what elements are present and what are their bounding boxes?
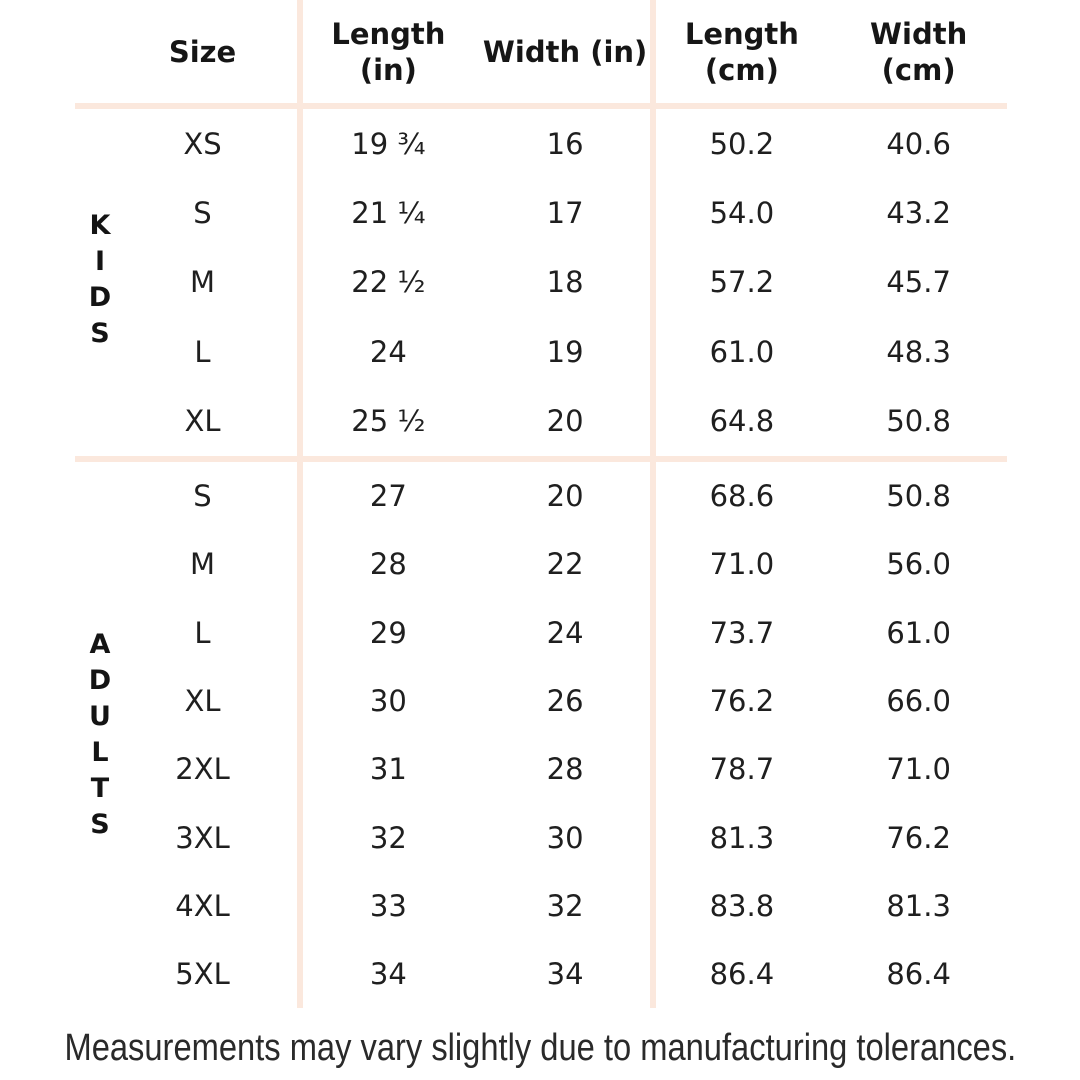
footnote: Measurements may vary slightly due to ma… [0, 1022, 1080, 1074]
cell-width-in: 17 [546, 196, 584, 231]
cell-size: 4XL [175, 888, 230, 923]
cell-width-in: 20 [546, 479, 584, 514]
cell-length-in: 27 [369, 479, 407, 514]
cell-size: 5XL [175, 957, 230, 992]
table-row: XL 25 ½ 20 64.8 50.8 [75, 387, 1007, 456]
cell-width-cm: 86.4 [886, 957, 951, 992]
cell-width-cm: 76.2 [886, 820, 951, 855]
cell-size: S [193, 196, 212, 231]
cell-length-in: 31 [369, 752, 407, 787]
cell-width-in: 26 [546, 683, 584, 718]
cell-length-cm: 78.7 [709, 752, 775, 787]
cell-width-in: 19 [546, 334, 584, 369]
cell-width-in: 22 [546, 547, 584, 582]
header-length-in: Length (in) [331, 16, 446, 87]
cell-length-cm: 61.0 [709, 334, 775, 369]
cell-length-cm: 57.2 [709, 265, 775, 300]
table-row: 3XL 32 30 81.3 76.2 [75, 803, 1007, 871]
cell-width-cm: 40.6 [886, 126, 951, 161]
table-row: 4XL 33 32 83.8 81.3 [75, 872, 1007, 940]
cell-length-cm: 50.2 [709, 126, 775, 161]
header-width-in: Width (in) [482, 34, 648, 69]
header-size: Size [168, 34, 237, 69]
cell-length-cm: 76.2 [709, 683, 775, 718]
cell-width-in: 16 [546, 126, 584, 161]
cell-length-in: 22 ½ [351, 265, 426, 300]
cell-length-cm: 54.0 [709, 196, 775, 231]
size-table: Size Length (in) Width (in) Length (cm) Width(… [75, 0, 1007, 1008]
cell-width-cm: 81.3 [886, 888, 951, 923]
table-row: M 28 22 71.0 56.0 [75, 530, 1007, 598]
table-row: S 27 20 68.6 50.8 [75, 462, 1007, 530]
group-label-kids: K I D S [88, 210, 112, 349]
cell-size: 2XL [175, 752, 230, 787]
column-divider-line [297, 0, 303, 1008]
cell-size: S [193, 479, 212, 514]
cell-size: XL [184, 683, 221, 718]
cell-length-in: 21 ¼ [351, 196, 426, 231]
section-adults: S 27 20 68.6 50.8 M 28 22 71.0 56.0 L 29 24 73.7 61.0 X… [75, 462, 1007, 1008]
table-header-row: Size Length (in) Width (in) Length (cm) Width(… [75, 0, 1007, 109]
cell-width-cm: 50.8 [886, 404, 951, 439]
cell-size: M [189, 547, 216, 582]
cell-length-cm: 71.0 [709, 547, 775, 582]
table-row: L 24 19 61.0 48.3 [75, 317, 1007, 386]
table-row: XL 30 26 76.2 66.0 [75, 667, 1007, 735]
cell-length-in: 29 [369, 615, 407, 650]
cell-width-cm: 66.0 [886, 683, 951, 718]
cell-length-in: 32 [369, 820, 407, 855]
cell-length-cm: 86.4 [709, 957, 775, 992]
cell-size: XL [184, 404, 221, 439]
cell-length-in: 24 [369, 334, 407, 369]
column-divider-line [650, 0, 656, 1008]
cell-size: L [194, 334, 211, 369]
table-row: M 22 ½ 18 57.2 45.7 [75, 248, 1007, 317]
cell-length-in: 28 [369, 547, 407, 582]
table-row: S 21 ¼ 17 54.0 43.2 [75, 178, 1007, 247]
cell-size: 3XL [175, 820, 230, 855]
section-kids: XS 19 ¾ 16 50.2 40.6 S 21 ¼ 17 54.0 43.2 M 22 ½ 18 57… [75, 109, 1007, 462]
cell-width-cm: 43.2 [886, 196, 951, 231]
table-body: XS 19 ¾ 16 50.2 40.6 S 21 ¼ 17 54.0 43.2 M 22 ½ 18 57… [75, 109, 1007, 1008]
footnote-text: Measurements may vary slightly due to ma… [64, 1026, 1016, 1069]
cell-width-in: 28 [546, 752, 584, 787]
cell-length-in: 33 [369, 888, 407, 923]
cell-width-in: 32 [546, 888, 584, 923]
table-row: XS 19 ¾ 16 50.2 40.6 [75, 109, 1007, 178]
cell-length-cm: 68.6 [709, 479, 775, 514]
cell-size: XS [183, 126, 222, 161]
cell-size: M [189, 265, 216, 300]
header-width-cm: Width (cm) [870, 16, 968, 87]
cell-width-in: 24 [546, 615, 584, 650]
header-length-cm: Length (cm) [684, 16, 799, 87]
cell-width-cm: 48.3 [886, 334, 951, 369]
cell-width-cm: 61.0 [886, 615, 951, 650]
table-row: L 29 24 73.7 61.0 [75, 599, 1007, 667]
cell-width-in: 30 [546, 820, 584, 855]
cell-length-in: 34 [369, 957, 407, 992]
cell-width-cm: 50.8 [886, 479, 951, 514]
table-row: 5XL 34 34 86.4 86.4 [75, 940, 1007, 1008]
cell-width-in: 20 [546, 404, 584, 439]
cell-length-cm: 83.8 [709, 888, 775, 923]
cell-width-cm: 71.0 [886, 752, 951, 787]
group-label-adults: A D U L T S [88, 629, 112, 840]
cell-length-in: 25 ½ [351, 404, 426, 439]
cell-width-in: 34 [546, 957, 584, 992]
cell-length-in: 19 ¾ [351, 126, 426, 161]
cell-width-cm: 45.7 [886, 265, 951, 300]
cell-length-cm: 81.3 [709, 820, 775, 855]
cell-length-cm: 64.8 [709, 404, 775, 439]
cell-length-in: 30 [369, 683, 407, 718]
table-row: 2XL 31 28 78.7 71.0 [75, 735, 1007, 803]
cell-size: L [194, 615, 211, 650]
cell-width-in: 18 [546, 265, 584, 300]
cell-length-cm: 73.7 [709, 615, 775, 650]
cell-width-cm: 56.0 [886, 547, 951, 582]
